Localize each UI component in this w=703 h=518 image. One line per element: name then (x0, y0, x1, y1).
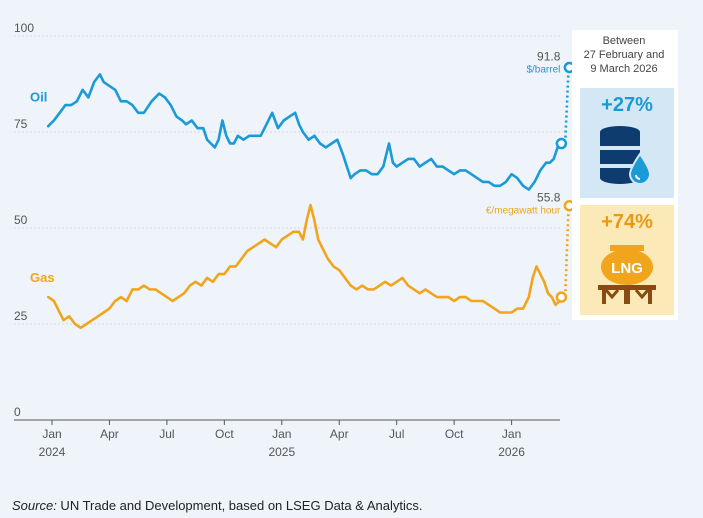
gas-change-value: +74% (601, 211, 653, 233)
y-tick-label: 25 (14, 309, 28, 323)
gas-change-card: +74% LNG (580, 205, 674, 315)
x-tick-label: Jan (42, 427, 61, 441)
x-tick-label: Jan (272, 427, 291, 441)
oil-change-value: +27% (601, 94, 653, 116)
change-period-line-3: 9 March 2026 (590, 63, 658, 75)
y-tick-label: 0 (14, 405, 21, 419)
y-tick-label: 100 (14, 21, 34, 35)
x-tick-label: Jul (389, 427, 404, 441)
series-unit-gas: €/megawatt hour (486, 206, 561, 217)
y-tick-label: 75 (14, 117, 28, 131)
lng-label: LNG (611, 260, 643, 277)
x-tick-label: Jul (159, 427, 174, 441)
x-tick-label: Oct (215, 427, 234, 441)
series-name-gas: Gas (30, 270, 55, 285)
change-period-line-2: 27 February and (583, 49, 665, 61)
source-prefix: Source: (12, 498, 57, 513)
x-tick-label: Jan (502, 427, 521, 441)
series-end-value-oil: 91.8 (537, 49, 561, 63)
y-tick-label: 50 (14, 213, 28, 227)
series-unit-oil: $/barrel (526, 64, 560, 75)
source-note: Source: UN Trade and Development, based … (12, 498, 422, 513)
x-tick-label: Oct (445, 427, 464, 441)
change-period-line-1: Between (602, 35, 646, 47)
series-jump-oil (564, 73, 570, 138)
x-tick-year-label: 2024 (39, 445, 66, 459)
oil-change-card: +27% (580, 88, 674, 198)
oil-barrel-icon (600, 126, 652, 185)
lng-tank-icon: LNG (598, 245, 656, 304)
change-period: Between 27 February and 9 March 2026 (572, 34, 676, 76)
x-tick-label: Apr (100, 427, 119, 441)
source-text: UN Trade and Development, based on LSEG … (56, 498, 423, 513)
series-line-oil (46, 73, 563, 191)
x-tick-year-label: 2025 (268, 445, 295, 459)
series-jump-gas (564, 211, 570, 292)
x-tick-year-label: 2026 (498, 445, 525, 459)
series-name-oil: Oil (30, 89, 47, 104)
series-line-gas (46, 203, 563, 330)
series-start-marker-oil (555, 137, 568, 150)
series-start-marker-gas (555, 291, 568, 303)
series-end-value-gas: 55.8 (537, 191, 561, 205)
x-tick-label: Apr (330, 427, 349, 441)
